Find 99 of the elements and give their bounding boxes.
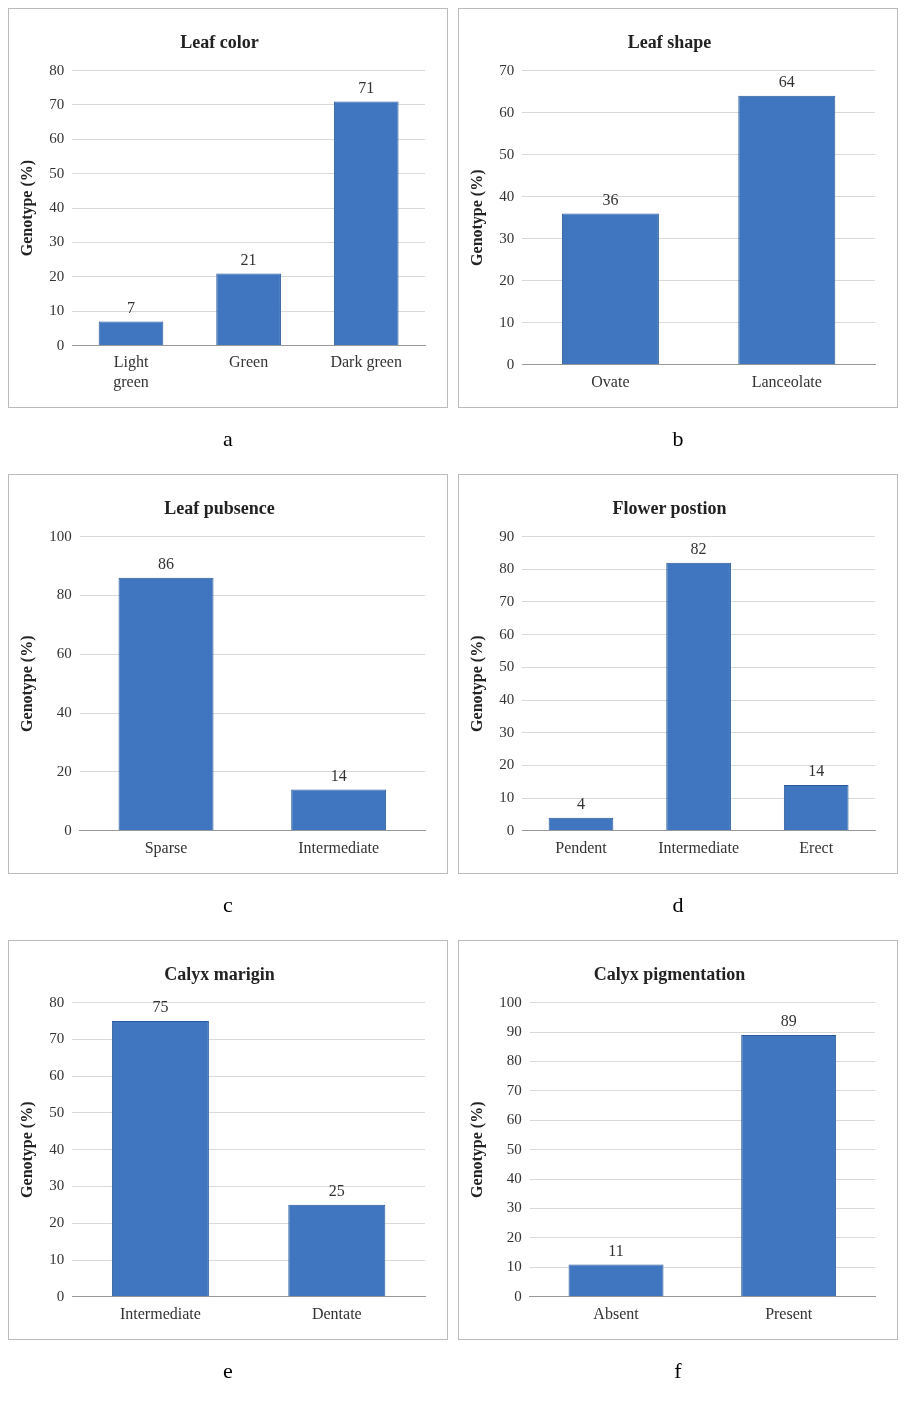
data-label: 21: [240, 250, 257, 268]
y-tick-label: 40: [499, 690, 515, 707]
y-tick-label: 70: [499, 592, 515, 609]
y-tick-label: 80: [499, 560, 515, 577]
data-label: 11: [608, 1241, 624, 1259]
x-tick-label: Dentate: [311, 1304, 362, 1322]
chart-title: Leaf shape: [627, 32, 712, 53]
y-tick-label: 0: [514, 1287, 522, 1304]
y-tick-label: 20: [499, 271, 515, 288]
y-tick-label: 50: [49, 164, 65, 181]
y-tick-label: 40: [506, 1170, 522, 1187]
y-tick-label: 90: [499, 527, 515, 544]
y-tick-label: 40: [56, 704, 72, 721]
text: b: [671, 426, 685, 453]
data-label: 64: [778, 73, 795, 91]
y-tick-label: 60: [499, 625, 515, 642]
data-label: 82: [690, 539, 707, 557]
y-tick-label: 50: [499, 145, 515, 162]
y-tick-label: 40: [499, 187, 515, 204]
x-tick-label: Dark green: [330, 353, 402, 372]
chart-title: Leaf pubsence: [164, 498, 275, 519]
y-tick-label: 20: [56, 762, 72, 779]
chart-title: Calyx marigin: [164, 964, 275, 985]
y-tick-label: 50: [499, 658, 515, 675]
x-tick-label: Green: [229, 353, 269, 371]
text: f: [673, 1358, 683, 1385]
y-tick-label: 50: [506, 1140, 522, 1157]
x-tick-label: Absent: [593, 1304, 640, 1322]
y-tick-label: 20: [49, 267, 65, 284]
y-axis-title: Genotype (%): [467, 635, 486, 732]
text: e: [222, 1358, 234, 1385]
y-tick-label: 60: [56, 645, 72, 662]
y-tick-label: 80: [506, 1052, 522, 1069]
x-tick-label: Intermediate: [658, 838, 740, 856]
y-tick-label: 20: [499, 756, 515, 773]
y-tick-label: 80: [49, 61, 65, 78]
y-tick-label: 0: [506, 355, 515, 372]
data-label: 89: [780, 1012, 797, 1030]
y-tick-label: 90: [506, 1022, 522, 1039]
y-tick-label: 60: [499, 103, 515, 120]
data-label: 75: [152, 998, 169, 1016]
y-tick-label: 10: [49, 1250, 65, 1267]
y-tick-label: 10: [49, 302, 65, 319]
data-label: 7: [127, 298, 135, 316]
data-label: 25: [328, 1182, 345, 1200]
y-tick-label: 40: [49, 1140, 65, 1157]
x-tick-label: Intermediate: [298, 838, 380, 856]
y-tick-label: 0: [64, 821, 72, 838]
data-label: 36: [602, 190, 619, 208]
data-label: 71: [358, 78, 375, 96]
y-axis-title: Genotype (%): [17, 159, 36, 257]
chart-title: Calyx pigmentation: [593, 964, 746, 985]
y-axis-title: Genotype (%): [467, 1101, 486, 1198]
y-axis-title: Genotype (%): [467, 169, 486, 266]
text: c: [222, 892, 234, 919]
y-tick-label: 70: [499, 61, 515, 78]
text: d: [671, 892, 685, 919]
y-tick-label: 30: [49, 233, 65, 250]
y-tick-label: 80: [49, 993, 65, 1010]
y-tick-label: 10: [499, 313, 515, 330]
y-tick-label: 50: [49, 1103, 65, 1120]
y-axis-title: Genotype (%): [17, 635, 36, 732]
y-tick-label: 30: [506, 1199, 522, 1216]
y-tick-label: 70: [506, 1081, 522, 1098]
x-tick-label: Pendent: [555, 838, 608, 856]
x-tick-label: Sparse: [144, 838, 188, 857]
y-tick-label: 0: [56, 1287, 65, 1304]
y-tick-label: 60: [49, 1067, 65, 1084]
y-tick-label: 20: [49, 1214, 65, 1231]
text: a: [222, 426, 234, 453]
chart-title: Leaf color: [180, 32, 259, 53]
y-tick-label: 10: [499, 789, 515, 806]
y-tick-label: 70: [49, 95, 65, 112]
y-tick-label: 10: [506, 1258, 522, 1275]
x-tick-label: Ovate: [591, 372, 630, 390]
y-tick-label: 60: [506, 1111, 522, 1128]
chart-title: Flower postion: [612, 498, 727, 519]
data-label: 86: [158, 554, 175, 572]
data-label: 14: [808, 762, 825, 780]
y-tick-label: 70: [49, 1030, 65, 1047]
x-tick-label: Erect: [799, 838, 834, 856]
y-tick-label: 0: [56, 336, 65, 353]
y-tick-label: 30: [499, 229, 515, 246]
y-tick-label: 80: [56, 586, 72, 603]
y-tick-label: 60: [49, 130, 65, 147]
y-tick-label: 100: [49, 527, 72, 544]
x-tick-label: Intermediate: [119, 1304, 201, 1322]
x-tick-label: Lanceolate: [751, 372, 822, 390]
x-tick-label: Light green: [113, 353, 149, 391]
y-tick-label: 0: [506, 821, 515, 838]
y-tick-label: 100: [499, 993, 522, 1010]
x-tick-label: Present: [765, 1304, 813, 1322]
y-axis-title: Genotype (%): [17, 1101, 36, 1198]
y-tick-label: 40: [49, 199, 65, 216]
data-label: 14: [330, 766, 347, 784]
data-label: 4: [577, 794, 585, 812]
y-tick-label: 30: [499, 723, 515, 740]
y-tick-label: 20: [506, 1228, 522, 1245]
y-tick-label: 30: [49, 1177, 65, 1194]
